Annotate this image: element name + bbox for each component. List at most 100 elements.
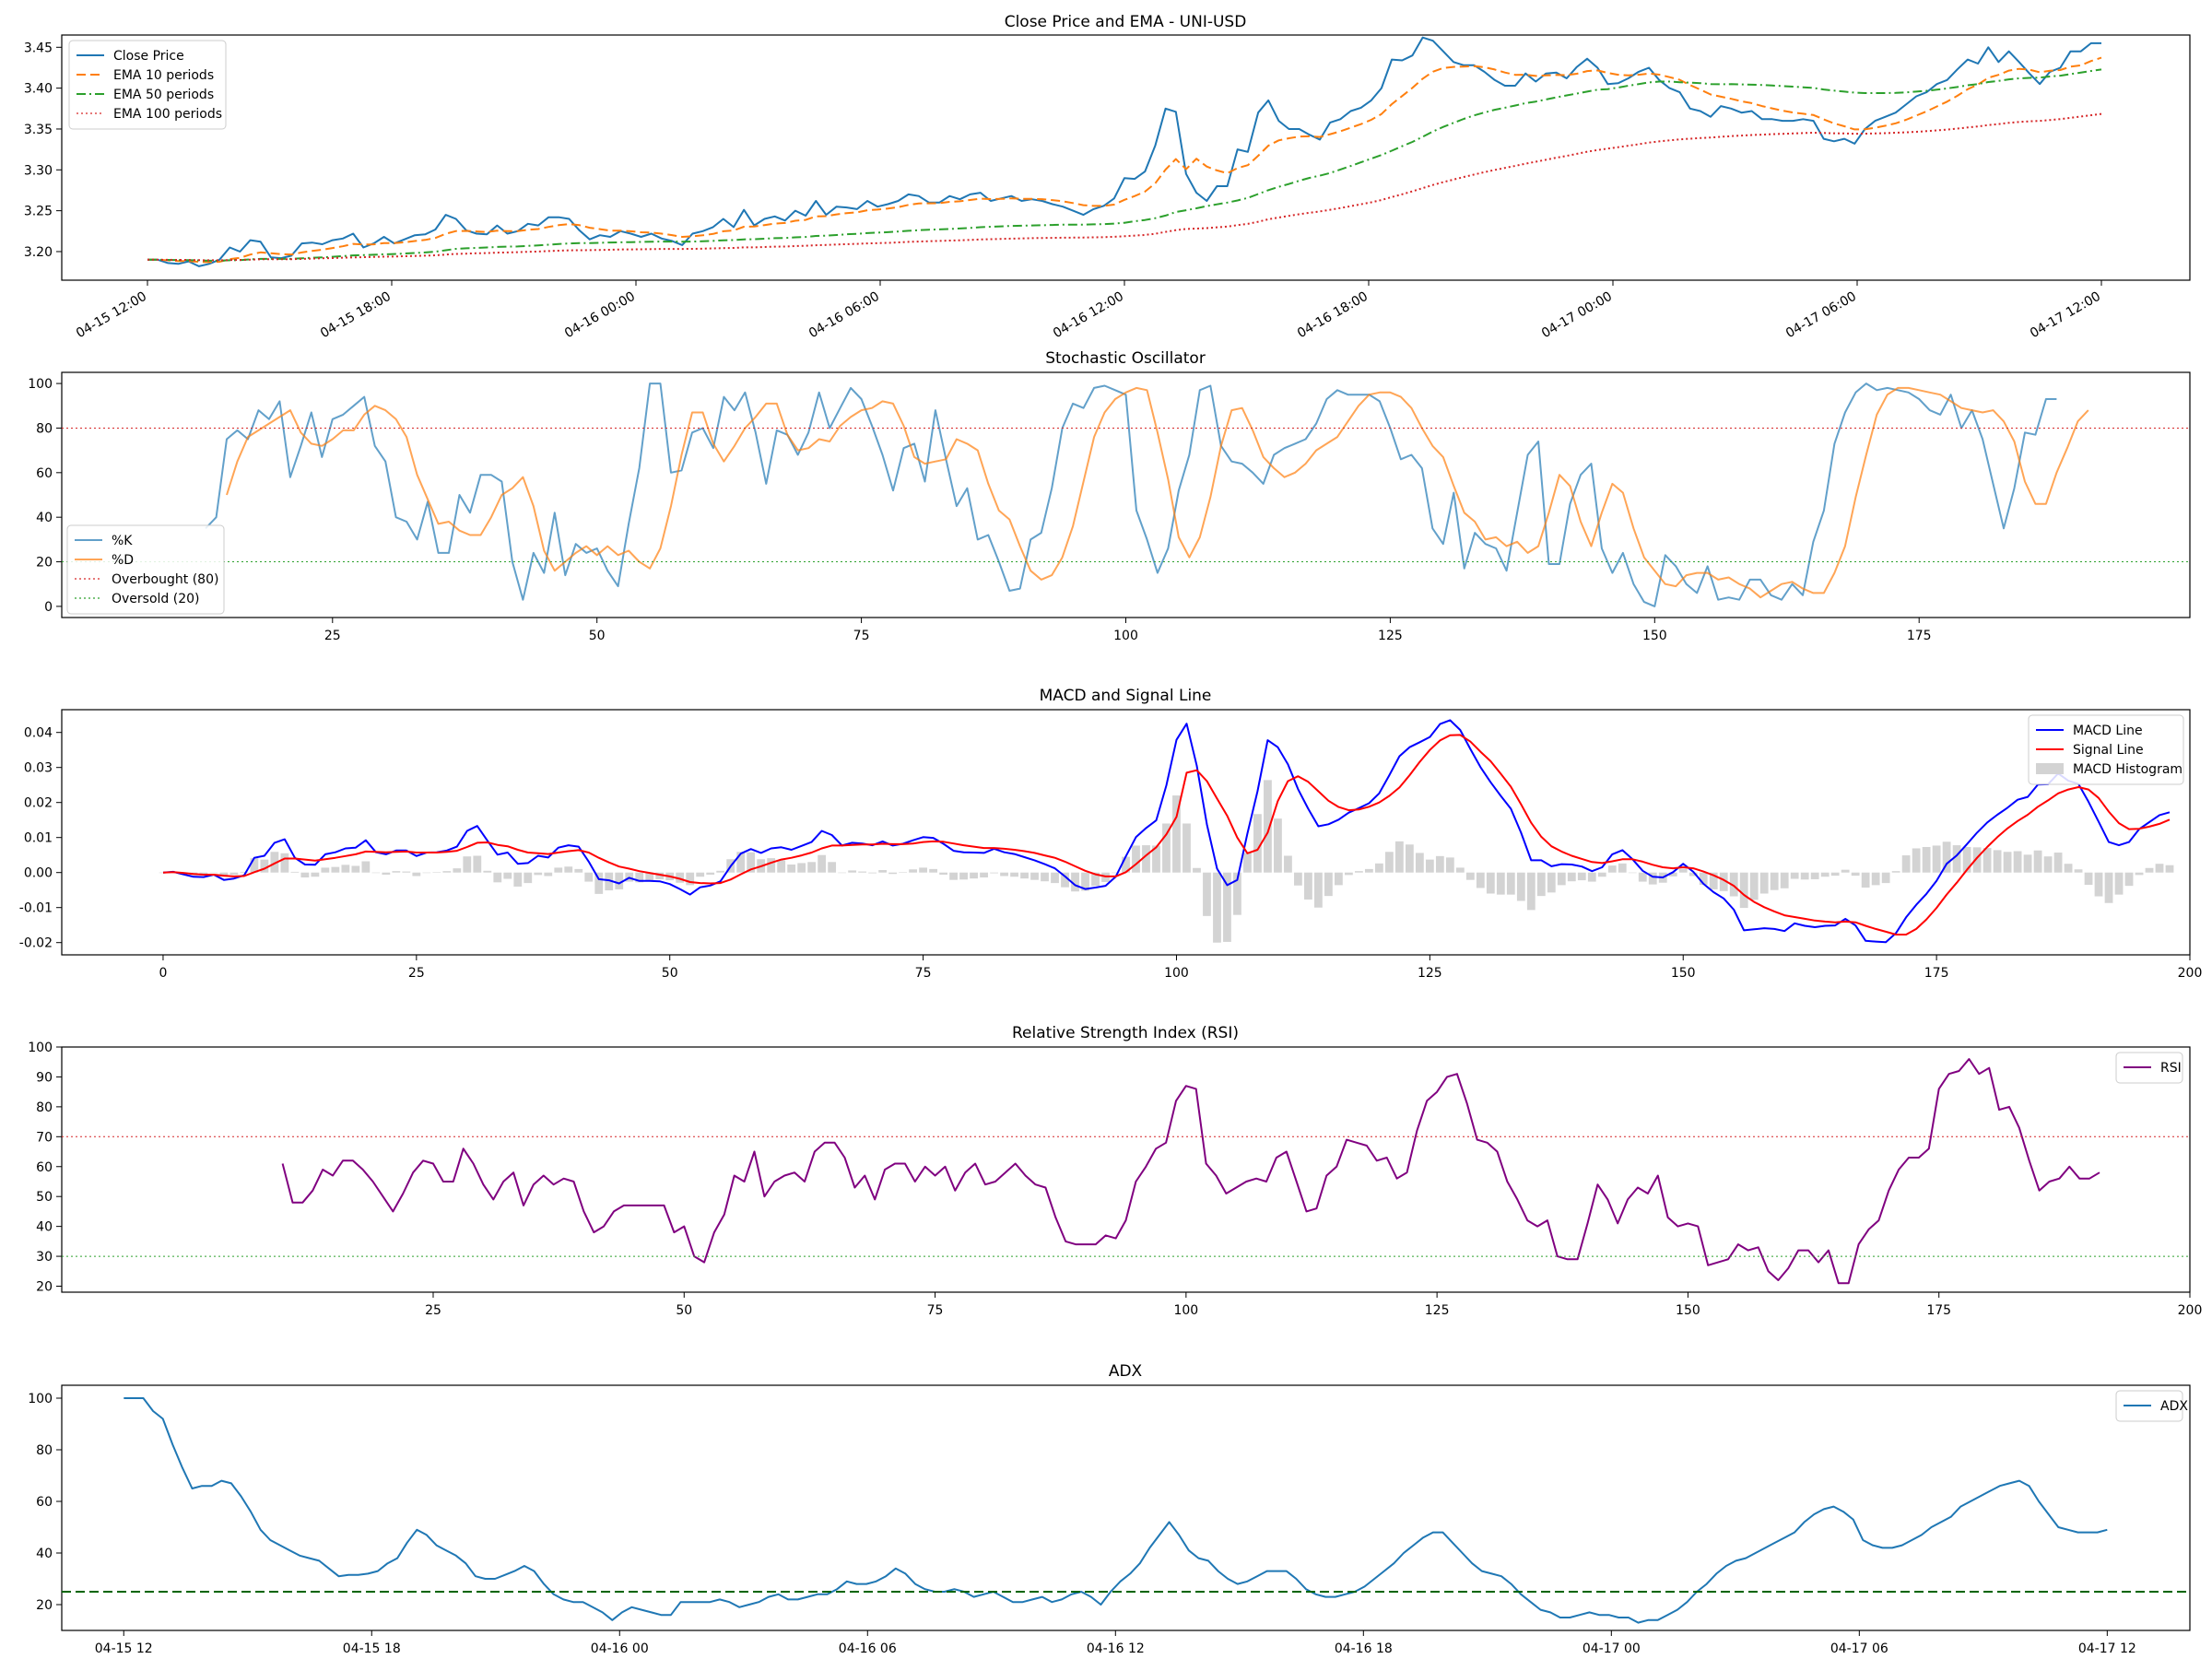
histogram-bar	[1962, 846, 1971, 873]
histogram-bar	[1172, 795, 1181, 873]
histogram-bar	[300, 872, 310, 878]
histogram-bar	[1203, 872, 1211, 916]
histogram-bar	[1952, 845, 1961, 873]
histogram-bar	[1506, 872, 1515, 895]
legend-box	[66, 524, 225, 615]
histogram-bar	[2114, 872, 2124, 895]
y-tick-label: 20	[36, 1280, 53, 1295]
x-tick-label: 04-17 06	[1830, 1641, 1888, 1656]
histogram-bar	[1142, 845, 1150, 873]
x-tick-label: 25	[425, 1303, 441, 1318]
x-tick-label: 50	[662, 966, 678, 981]
histogram-bar	[909, 869, 917, 873]
histogram-bar	[1810, 872, 1819, 879]
histogram-bar	[1922, 846, 1931, 873]
histogram-bar	[1912, 848, 1921, 873]
series-line-signal-line	[162, 734, 2171, 935]
histogram-bar	[939, 872, 947, 875]
y-tick-label: 100	[28, 377, 53, 392]
x-tick-label: 25	[408, 966, 425, 981]
x-tick-label: 04-16 12	[1087, 1641, 1145, 1656]
histogram-bar	[1122, 856, 1130, 873]
histogram-bar	[1577, 872, 1586, 881]
x-tick-label: 150	[1671, 966, 1696, 981]
legend-label: MACD Histogram	[2073, 762, 2183, 777]
axes-frame-4	[61, 1384, 2191, 1631]
histogram-bar	[209, 872, 218, 874]
histogram-bar	[1010, 872, 1018, 877]
histogram-bar	[2135, 872, 2144, 876]
y-tick-label: 3.40	[24, 82, 53, 97]
histogram-bar	[1942, 841, 1951, 873]
histogram-bar	[594, 872, 604, 894]
x-tick-label: 50	[676, 1303, 692, 1318]
histogram-bar	[1081, 872, 1089, 891]
legend-label: Close Price	[113, 49, 184, 64]
adx-title: ADX	[1109, 1362, 1143, 1381]
histogram-bar	[584, 872, 594, 882]
histogram-bar	[1901, 855, 1911, 873]
histogram-bar	[513, 872, 523, 887]
histogram-bar	[544, 872, 553, 877]
histogram-bar	[1374, 863, 1383, 873]
histogram-bar	[1891, 871, 1900, 873]
histogram-bar	[1274, 818, 1282, 873]
histogram-bar	[1567, 872, 1576, 882]
histogram-bar	[290, 871, 300, 873]
y-tick-label: 80	[36, 1443, 53, 1458]
histogram-bar	[1445, 857, 1454, 873]
y-tick-label: 0.02	[24, 796, 53, 811]
histogram-bar	[1719, 872, 1728, 891]
y-tick-label: 30	[36, 1250, 53, 1265]
histogram-bar	[270, 852, 279, 873]
histogram-bar	[1294, 872, 1302, 886]
histogram-bar	[2084, 872, 2093, 885]
histogram-bar	[1455, 867, 1465, 873]
x-tick-label: 75	[915, 966, 932, 981]
stochastic-plot-area: 0 20 40 60 80 100 25 50 75 100 125 150 175 %K %D Overbo…	[28, 371, 2191, 643]
histogram-bar	[564, 866, 573, 873]
series-line-ema-10-periods	[147, 56, 2102, 264]
histogram-bar	[838, 872, 847, 874]
histogram-bar	[412, 872, 421, 877]
x-tick-label: 75	[853, 629, 870, 643]
histogram-bar	[2155, 864, 2164, 873]
histogram-bar	[1384, 852, 1394, 873]
histogram-bar	[1932, 845, 1941, 873]
histogram-bar	[1091, 872, 1100, 887]
histogram-bar	[615, 872, 624, 889]
x-tick-label: 175	[1926, 1303, 1951, 1318]
histogram-bar	[1486, 872, 1495, 894]
histogram-bar	[1112, 872, 1120, 874]
histogram-bar	[1314, 872, 1323, 908]
rsi-plot-area: 20 30 40 50 60 70 80 90 100 25 50 75 100 125 150 175 200…	[28, 1041, 2202, 1318]
y-tick-label: 0.00	[24, 866, 53, 881]
y-tick-label: 100	[28, 1041, 53, 1055]
histogram-bar	[716, 870, 725, 873]
y-tick-label: 3.25	[24, 205, 53, 219]
x-tick-label: 175	[1907, 629, 1932, 643]
histogram-bar	[483, 870, 492, 873]
histogram-bar	[1770, 872, 1779, 890]
axes-frame-0	[61, 34, 2191, 281]
histogram-bar	[1709, 872, 1718, 889]
histogram-bar	[2074, 869, 2083, 873]
legend-label: Overbought (80)	[112, 572, 218, 587]
histogram-bar	[1223, 872, 1231, 942]
histogram-bar	[1516, 872, 1525, 901]
x-tick-label: 100	[1164, 966, 1189, 981]
y-tick-label: 0.04	[24, 726, 53, 741]
y-tick-label: 90	[36, 1070, 53, 1085]
histogram-bar	[1304, 872, 1312, 900]
histogram-bar	[1425, 859, 1434, 873]
histogram-bar	[959, 872, 968, 880]
macd-title: MACD and Signal Line	[1040, 687, 1212, 705]
histogram-bar	[1688, 872, 1698, 877]
histogram-bar	[1800, 872, 1809, 880]
histogram-bar	[858, 871, 867, 873]
histogram-bar	[1972, 847, 1982, 873]
histogram-bar	[2104, 872, 2113, 903]
y-tick-label: 40	[36, 511, 53, 525]
histogram-bar	[1678, 868, 1688, 873]
